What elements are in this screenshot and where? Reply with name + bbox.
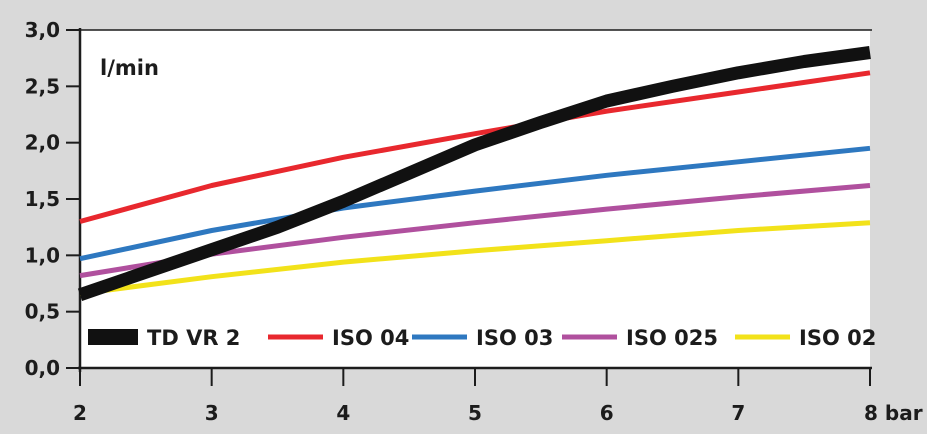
x-tick-label: 6	[600, 401, 614, 425]
series-line-iso-03	[79, 145, 871, 262]
legend-swatch-iso-04	[268, 334, 323, 340]
y-axis-unit-label: l/min	[100, 56, 159, 80]
x-tick-label: 5	[468, 401, 482, 425]
series-line-td-vr-2	[77, 46, 871, 301]
y-tick-label: 3,0	[25, 18, 60, 42]
legend-swatch-iso-025	[562, 334, 617, 340]
y-tick-label: 0,0	[25, 356, 60, 380]
legend-label-iso-03: ISO 03	[476, 326, 553, 350]
legend-label-iso-04: ISO 04	[332, 326, 409, 350]
x-tick-label: 2	[73, 401, 87, 425]
x-tick-label: 3	[205, 401, 219, 425]
x-tick-label: 4	[336, 401, 350, 425]
y-tick-label: 0,5	[25, 300, 60, 324]
legend-label-iso-02: ISO 02	[799, 326, 876, 350]
x-tick-label: 8 bar	[864, 401, 923, 425]
legend-label-iso-025: ISO 025	[626, 326, 718, 350]
legend-swatch-td-vr-2	[88, 329, 138, 345]
x-tick-label: 7	[731, 401, 745, 425]
legend-label-td-vr-2: TD VR 2	[147, 326, 240, 350]
y-tick-label: 2,0	[25, 131, 60, 155]
series-line-iso-04	[79, 70, 871, 224]
y-tick-label: 1,5	[25, 187, 60, 211]
legend-swatch-iso-03	[412, 334, 467, 340]
legend-swatch-iso-02	[735, 334, 790, 340]
y-tick-label: 2,5	[25, 74, 60, 98]
y-tick-label: 1,0	[25, 243, 60, 267]
plot-area	[80, 30, 870, 368]
series-line-iso-02	[79, 220, 871, 297]
